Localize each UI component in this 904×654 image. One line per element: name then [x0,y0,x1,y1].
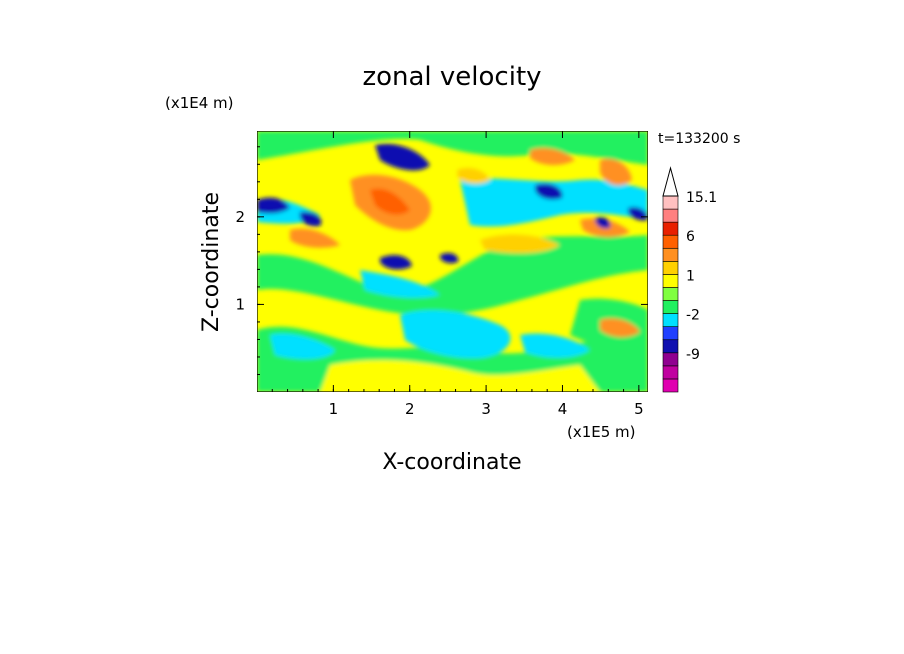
colorbar-tick-label: -9 [686,347,700,363]
colorbar-swatch [662,339,679,354]
colorbar-swatch [662,195,679,210]
colorbar-swatch [662,287,679,301]
y-unit-label: (x1E4 m) [165,94,234,112]
colorbar-swatch [662,208,679,223]
colorbar-tick-label: -2 [686,308,700,324]
y-tick-label: 1 [235,295,245,313]
x-tick-label: 1 [329,400,339,418]
time-label: t=133200 s [658,131,740,147]
colorbar-swatch [662,274,679,288]
colorbar-tick-label: 1 [686,268,695,284]
x-tick-label: 2 [405,400,415,418]
colorbar-swatch [662,352,679,367]
colorbar-swatch [662,221,679,236]
x-unit-label: (x1E5 m) [567,423,636,441]
colorbar-tick-label: 6 [686,229,695,245]
x-tick-label: 3 [481,400,491,418]
chart-title: zonal velocity [362,62,541,92]
axes: 1 2 3 4 5 1 2 [235,131,648,418]
colorbar-swatch [662,247,679,262]
x-axis-label: X-coordinate [382,450,521,475]
colorbar-swatch [662,378,679,393]
colorbar-extend-arrow [662,166,679,197]
colorbar-swatch [662,326,679,341]
colorbar-swatch [662,234,679,249]
colorbar: 15.1 6 1 -2 -9 [662,166,717,393]
colorbar-tick-label: 15.1 [686,190,717,206]
y-tick-label: 2 [235,208,245,226]
y-axis-label: Z-coordinate [199,192,224,332]
colorbar-swatch [662,365,679,380]
colorbar-swatch [662,300,679,314]
colorbar-swatch [662,313,679,327]
colorbar-swatch [662,261,679,275]
x-tick-label: 4 [558,400,568,418]
contour-field [257,131,648,392]
x-tick-label: 5 [634,400,644,418]
